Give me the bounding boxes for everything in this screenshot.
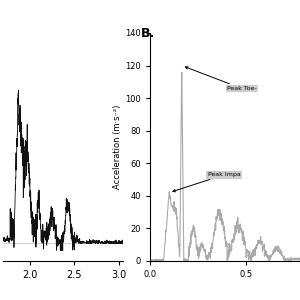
Text: Peak Impa: Peak Impa [173, 172, 240, 192]
Text: B.: B. [141, 27, 155, 40]
Y-axis label: Acceleration (m·s⁻²): Acceleration (m·s⁻²) [113, 105, 122, 189]
Text: Peak Toe-: Peak Toe- [185, 67, 257, 91]
